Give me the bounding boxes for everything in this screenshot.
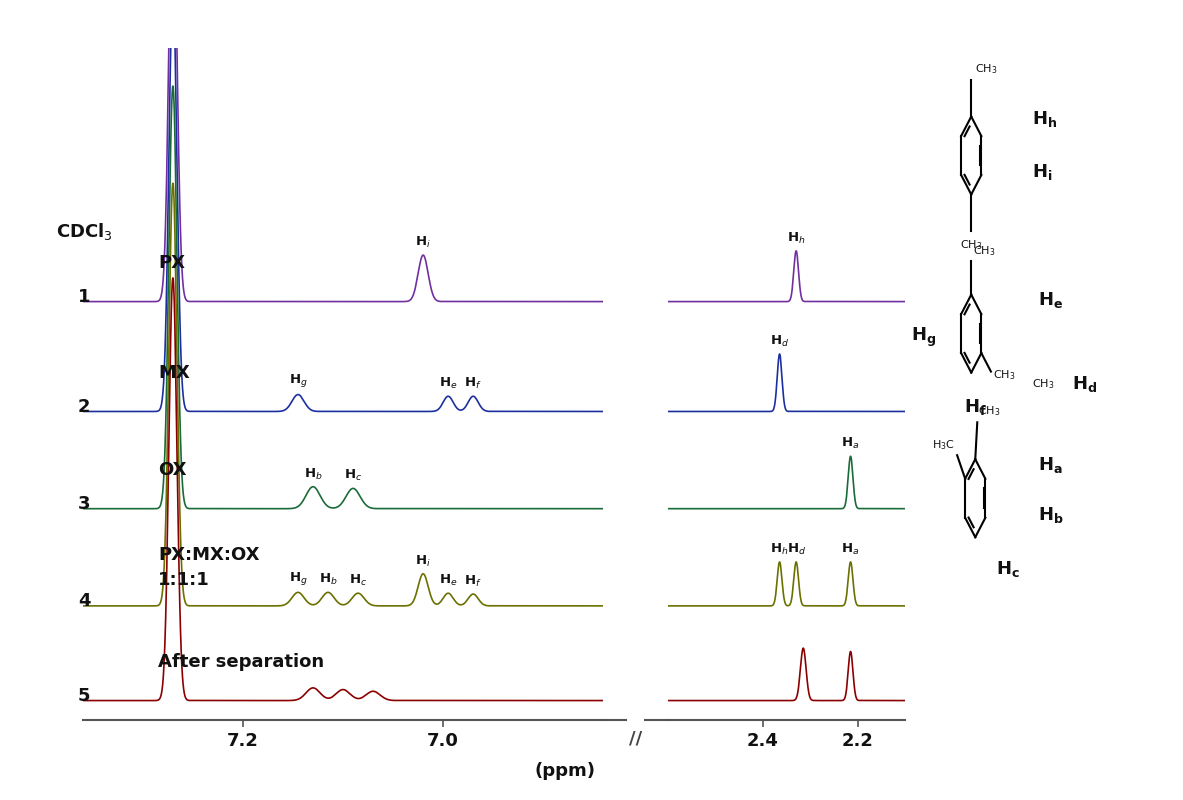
Text: After separation: After separation: [157, 653, 324, 671]
Text: 2: 2: [78, 398, 90, 416]
Text: PX: PX: [157, 254, 185, 272]
Text: H$_e$: H$_e$: [439, 573, 458, 588]
Text: $\mathbf{H_d}$: $\mathbf{H_d}$: [1072, 374, 1097, 394]
Text: H$_g$: H$_g$: [289, 373, 308, 390]
Text: H$_h$: H$_h$: [770, 542, 789, 557]
Text: (ppm): (ppm): [535, 762, 595, 780]
Text: PX:MX:OX: PX:MX:OX: [157, 546, 259, 564]
Text: $\mathbf{H_c}$: $\mathbf{H_c}$: [996, 558, 1020, 578]
Text: H$_g$: H$_g$: [289, 570, 308, 587]
Text: 5: 5: [78, 686, 90, 705]
Text: H$_b$: H$_b$: [304, 466, 322, 482]
Text: H$_f$: H$_f$: [465, 376, 481, 391]
Text: $\mathbf{H_h}$: $\mathbf{H_h}$: [1032, 109, 1056, 129]
Text: H$_b$: H$_b$: [318, 572, 337, 587]
Text: H$_h$: H$_h$: [787, 230, 806, 246]
Text: H$_a$: H$_a$: [841, 436, 860, 451]
Text: CH$_3$: CH$_3$: [993, 368, 1015, 382]
Text: $\mathbf{H_b}$: $\mathbf{H_b}$: [1037, 505, 1064, 525]
Text: H$_c$: H$_c$: [344, 468, 362, 483]
Text: H$_d$: H$_d$: [770, 334, 789, 349]
Text: $\mathbf{H_g}$: $\mathbf{H_g}$: [911, 326, 936, 349]
Text: $\mathbf{H_e}$: $\mathbf{H_e}$: [1037, 290, 1062, 310]
Text: CH$_3$: CH$_3$: [978, 404, 1001, 418]
Text: H$_i$: H$_i$: [415, 554, 431, 569]
Text: CH$_3$: CH$_3$: [975, 62, 997, 76]
Text: 4: 4: [78, 592, 90, 610]
Text: H$_c$: H$_c$: [349, 573, 367, 588]
Text: CH$_3$: CH$_3$: [1032, 377, 1054, 391]
Text: 1:1:1: 1:1:1: [157, 571, 209, 589]
Text: 3: 3: [78, 495, 90, 513]
Text: $\mathbf{H_a}$: $\mathbf{H_a}$: [1037, 454, 1062, 474]
Text: H$_a$: H$_a$: [841, 542, 860, 557]
Text: CDCl$_3$: CDCl$_3$: [56, 222, 112, 242]
Text: H$_3$C: H$_3$C: [932, 438, 955, 452]
Text: $\mathbf{H_f}$: $\mathbf{H_f}$: [964, 398, 987, 418]
Text: 1: 1: [78, 288, 90, 306]
Text: //: //: [629, 730, 642, 747]
Text: OX: OX: [157, 461, 187, 479]
Text: H$_f$: H$_f$: [465, 574, 481, 589]
Text: CH$_3$: CH$_3$: [974, 244, 996, 258]
Text: CH$_3$: CH$_3$: [959, 238, 983, 252]
Text: H$_e$: H$_e$: [439, 376, 458, 391]
Text: MX: MX: [157, 364, 189, 382]
Text: H$_i$: H$_i$: [415, 235, 431, 250]
Text: $\mathbf{H_i}$: $\mathbf{H_i}$: [1032, 162, 1052, 182]
Text: H$_d$: H$_d$: [787, 542, 806, 557]
